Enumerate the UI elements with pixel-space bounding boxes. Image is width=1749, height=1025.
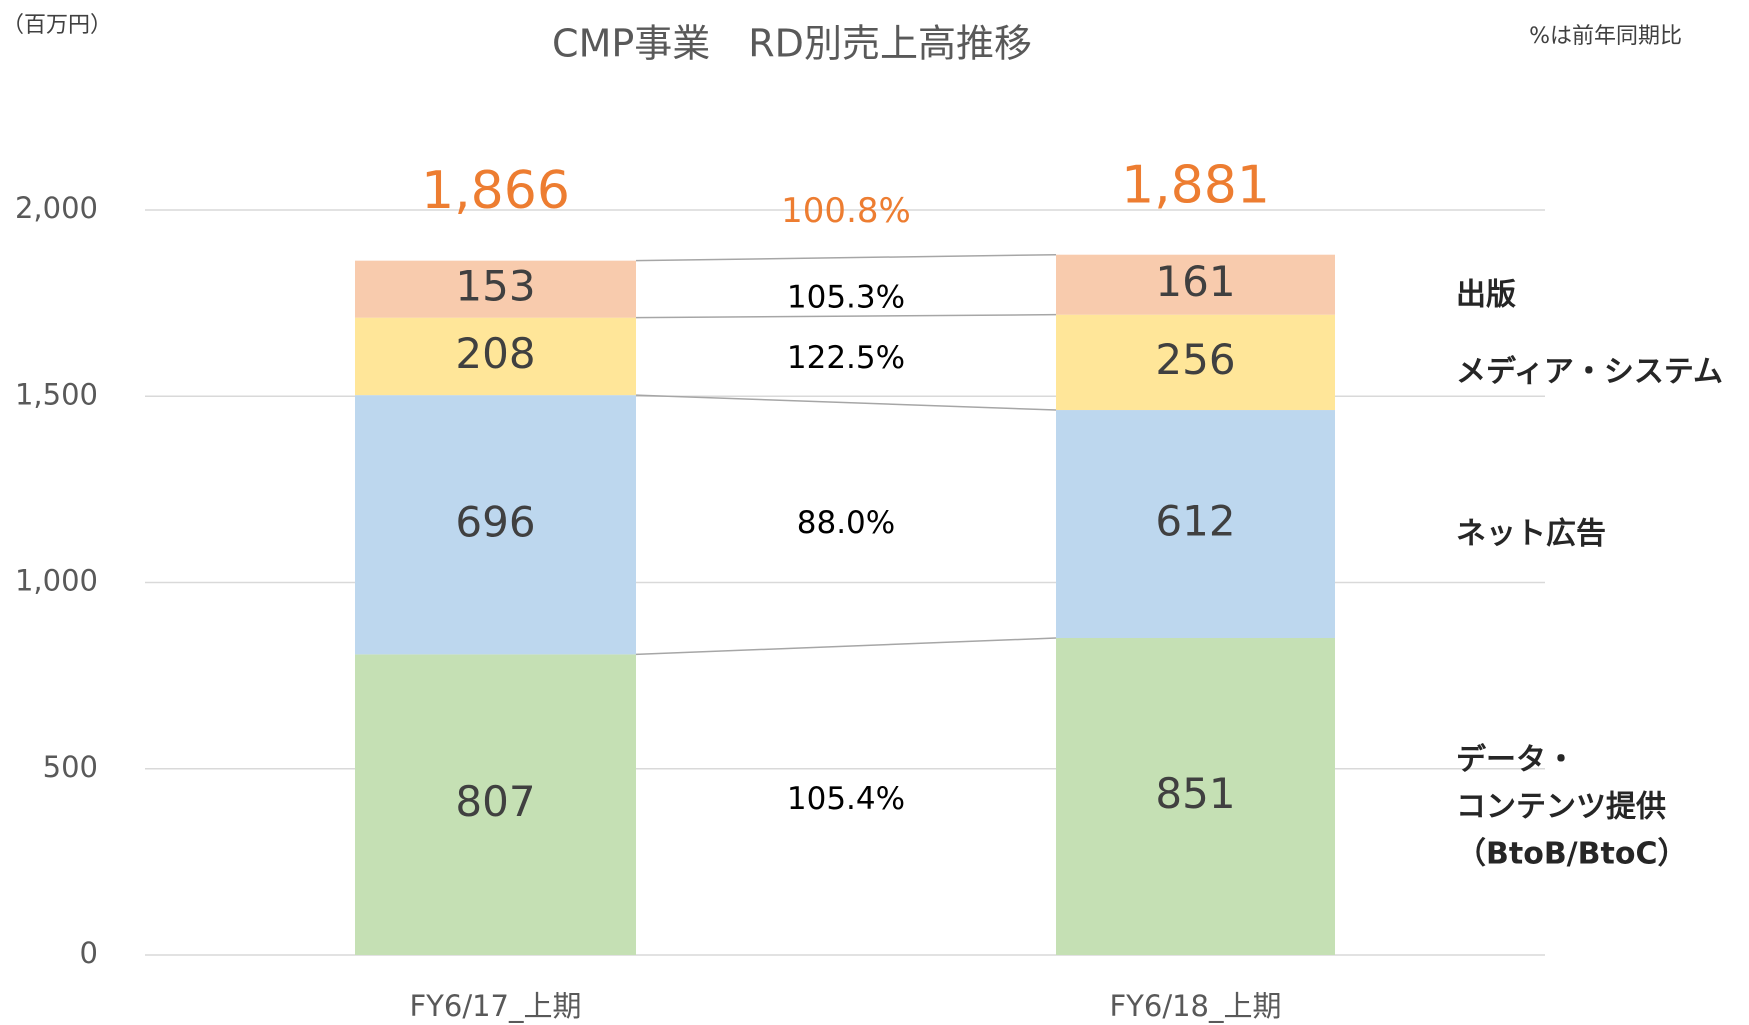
change-label: 88.0% bbox=[797, 505, 895, 541]
data-label: 807 bbox=[455, 777, 535, 826]
data-label: 161 bbox=[1155, 257, 1235, 306]
y-tick-label: 1,000 bbox=[15, 564, 98, 598]
total-change-label: 100.8% bbox=[781, 191, 911, 231]
bar-segment bbox=[1056, 314, 1335, 411]
data-label: 612 bbox=[1155, 497, 1235, 546]
bar-segment bbox=[355, 395, 636, 655]
data-label: 208 bbox=[455, 329, 535, 378]
unit-label: （百万円） bbox=[2, 13, 112, 38]
chart-title: CMP事業 RD別売上高推移 bbox=[552, 22, 1032, 66]
bar-segment bbox=[1056, 254, 1335, 315]
connector-line bbox=[635, 637, 1057, 656]
note: %は前年同期比 bbox=[1529, 24, 1682, 49]
data-label: 696 bbox=[455, 497, 535, 546]
bar-segment bbox=[355, 317, 636, 396]
connector-line bbox=[635, 253, 1057, 262]
bar-segment bbox=[355, 260, 636, 318]
legend-label: ネット広告 bbox=[1456, 516, 1606, 552]
connector-line bbox=[635, 313, 1057, 319]
y-tick-label: 1,500 bbox=[15, 377, 98, 411]
legend-label: データ・ コンテンツ提供 （BtoB/BtoC） bbox=[1456, 742, 1688, 871]
legend-label: メディア・システム bbox=[1456, 354, 1723, 390]
y-tick-label: 0 bbox=[80, 936, 98, 970]
y-tick-label: 2,000 bbox=[15, 191, 98, 225]
connector-line bbox=[635, 394, 1057, 411]
data-label: 153 bbox=[455, 262, 535, 311]
bar-segment bbox=[1056, 410, 1335, 639]
data-label: 256 bbox=[1155, 335, 1235, 384]
y-tick-label: 500 bbox=[43, 750, 98, 784]
change-label: 105.4% bbox=[787, 781, 905, 817]
x-tick-label: FY6/17_上期 bbox=[409, 989, 581, 1023]
bar-segment bbox=[1056, 638, 1335, 955]
change-label: 122.5% bbox=[787, 340, 905, 376]
total-label: 1,866 bbox=[421, 161, 570, 221]
total-label: 1,881 bbox=[1121, 155, 1270, 215]
data-label: 851 bbox=[1155, 769, 1235, 818]
x-tick-label: FY6/18_上期 bbox=[1109, 989, 1281, 1023]
legend-label: 出版 bbox=[1456, 277, 1516, 313]
change-label: 105.3% bbox=[787, 279, 905, 315]
bar-segment bbox=[355, 654, 636, 955]
